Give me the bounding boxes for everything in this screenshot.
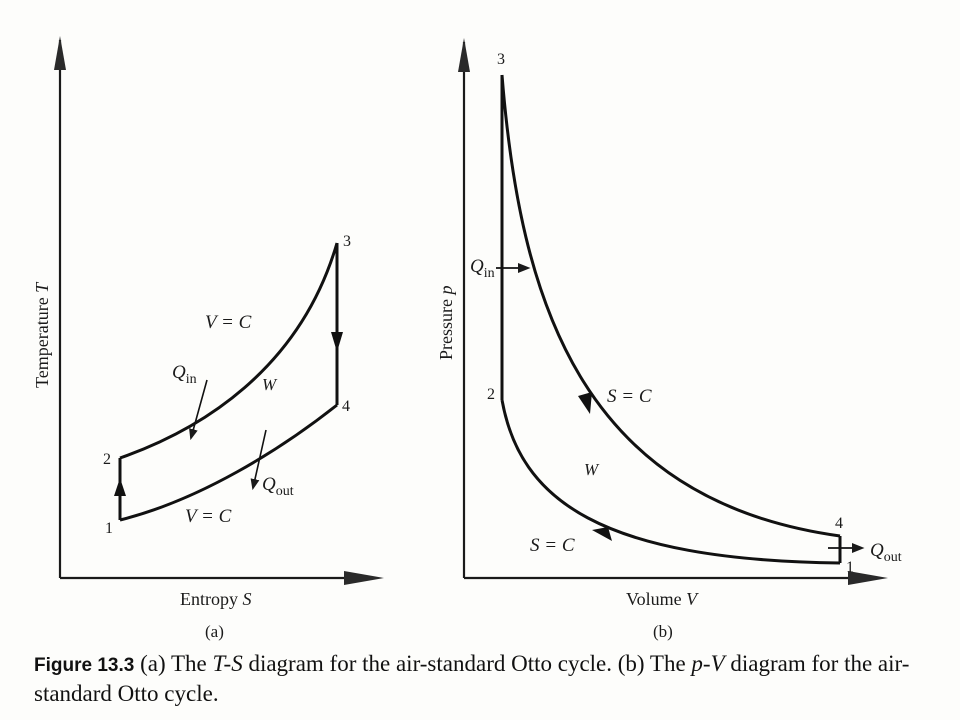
caption-text-3: diagram for the air-standard Otto cycle. xyxy=(34,651,910,706)
ts-point-3-label: 3 xyxy=(343,233,351,250)
pv-point-2-label: 2 xyxy=(487,386,495,403)
figure-caption: Figure 13.3 (a) The T-S diagram for the … xyxy=(34,650,934,708)
pv-process-3-4 xyxy=(500,74,841,538)
ts-top-process-label: V = C xyxy=(205,312,252,333)
ts-process-4-1 xyxy=(119,403,338,522)
pv-work-label: W xyxy=(584,460,600,479)
caption-text-2: diagram for the air-standard Otto cycle.… xyxy=(242,651,692,676)
pv-point-4-label: 4 xyxy=(835,515,843,532)
pv-point-3-label: 3 xyxy=(497,51,505,68)
ts-work-label: W xyxy=(262,375,278,394)
pv-y-axis-title: Pressure p xyxy=(436,286,456,361)
ts-bottom-process-label: V = C xyxy=(185,506,232,527)
pv-panel-label: (b) xyxy=(653,622,673,641)
pv-y-axis-arrowhead xyxy=(458,38,470,72)
pv-diagram: 1 2 3 4 S = C S = C Qin Qout W Pressure … xyxy=(436,38,902,641)
pv-x-axis-title: Volume V xyxy=(626,589,699,609)
caption-text-1: (a) The xyxy=(134,651,213,676)
ts-qin-label: Qin xyxy=(172,362,197,387)
ts-direction-arrow-3-4 xyxy=(331,332,343,352)
ts-x-axis-arrowhead xyxy=(344,571,384,585)
ts-point-2-label: 2 xyxy=(103,451,111,468)
figure-number: Figure 13.3 xyxy=(34,655,135,676)
pv-direction-arrow-3-4 xyxy=(578,392,592,414)
pv-process-1-2 xyxy=(500,399,841,565)
pv-qin-label: Qin xyxy=(470,256,495,281)
ts-diagram: 1 2 3 4 V = C V = C Qin Qout W Temperatu… xyxy=(32,36,384,641)
ts-y-axis-arrowhead xyxy=(54,36,66,70)
pv-upper-curve-label: S = C xyxy=(607,386,652,407)
pv-x-axis-arrowhead xyxy=(848,571,888,585)
caption-ts-term: T-S xyxy=(212,651,243,676)
ts-point-4-label: 4 xyxy=(342,398,350,415)
ts-y-axis-title: Temperature T xyxy=(32,281,52,388)
ts-direction-arrow-1-2 xyxy=(114,478,126,496)
ts-x-axis-title: Entropy S xyxy=(180,589,252,609)
caption-pv-term: p-V xyxy=(691,651,725,676)
pv-point-1-label: 1 xyxy=(846,559,854,576)
ts-qin-arrow xyxy=(189,379,208,441)
pv-qout-label: Qout xyxy=(870,540,902,565)
ts-panel-label: (a) xyxy=(205,622,224,641)
ts-process-2-3 xyxy=(119,242,339,460)
ts-point-1-label: 1 xyxy=(105,520,113,537)
ts-qout-arrow xyxy=(250,429,267,491)
pv-lower-curve-label: S = C xyxy=(530,535,575,556)
ts-qout-label: Qout xyxy=(262,474,294,499)
pv-direction-arrow-1-2 xyxy=(592,527,612,541)
